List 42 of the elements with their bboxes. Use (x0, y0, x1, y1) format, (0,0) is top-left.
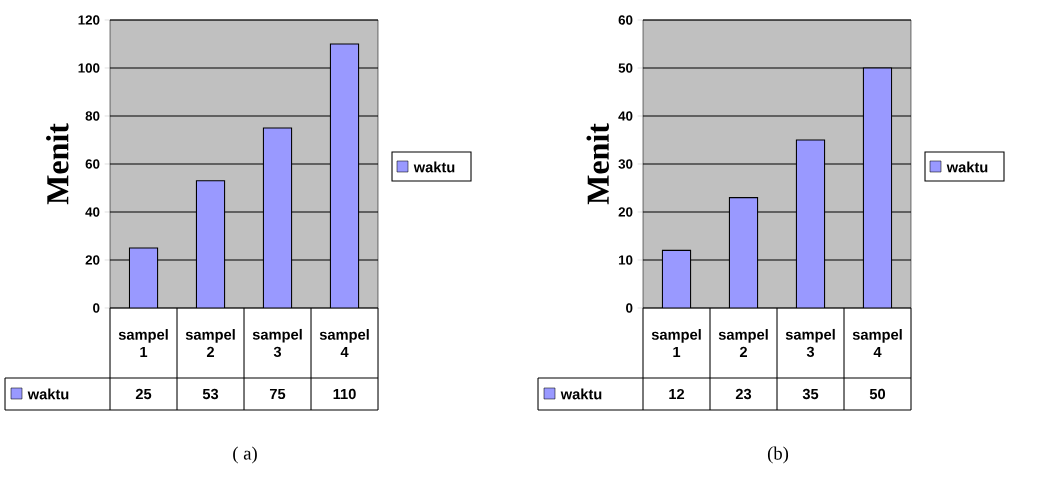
y-tick-label: 40 (618, 111, 633, 121)
x-tick-label: sampel 4 (319, 329, 369, 357)
y-axis-title: Menit (586, 123, 609, 205)
data-label: 23 (735, 388, 752, 400)
data-label: 53 (202, 388, 219, 400)
y-tick-label: 120 (78, 15, 100, 25)
x-tick-label: sampel 3 (785, 328, 835, 358)
data-label: 25 (135, 388, 152, 400)
y-tick-label: 100 (78, 63, 100, 73)
data-label: 50 (869, 388, 886, 400)
x-tick-label: sampel 2 (185, 329, 235, 357)
text: ( a) (233, 446, 257, 464)
x-tick-label: sampel 4 (852, 329, 902, 357)
data-label: 110 (333, 388, 356, 400)
y-tick-label: 20 (85, 255, 100, 265)
text: (b) (767, 446, 789, 464)
y-tick-label: 0 (93, 303, 100, 313)
y-axis-title: Menit (46, 123, 69, 205)
x-tick-label: sampel 1 (118, 329, 168, 357)
y-tick-label: 80 (85, 111, 100, 121)
x-tick-label: sampel 2 (718, 329, 768, 357)
legend-label: waktu (946, 161, 988, 173)
y-tick-label: 60 (618, 15, 633, 25)
data-label: 35 (802, 388, 819, 400)
bar (262, 127, 293, 308)
data-label: 12 (669, 388, 685, 400)
y-tick-label: 0 (626, 303, 633, 313)
x-tick-label: sampel 3 (252, 328, 302, 358)
y-tick-label: 50 (618, 63, 633, 73)
bar (128, 247, 159, 308)
y-tick-label: 20 (618, 207, 633, 217)
legend-label: waktu (413, 161, 455, 173)
text: waktu (560, 388, 602, 400)
bar (195, 180, 226, 308)
bar (329, 43, 360, 308)
x-tick-label: sampel 1 (651, 329, 701, 357)
y-tick-label: 10 (618, 255, 633, 265)
data-label: 75 (269, 388, 286, 400)
y-tick-label: 60 (85, 159, 100, 169)
y-tick-label: 40 (85, 207, 100, 217)
text: waktu (27, 388, 69, 400)
y-tick-label: 30 (618, 159, 633, 169)
